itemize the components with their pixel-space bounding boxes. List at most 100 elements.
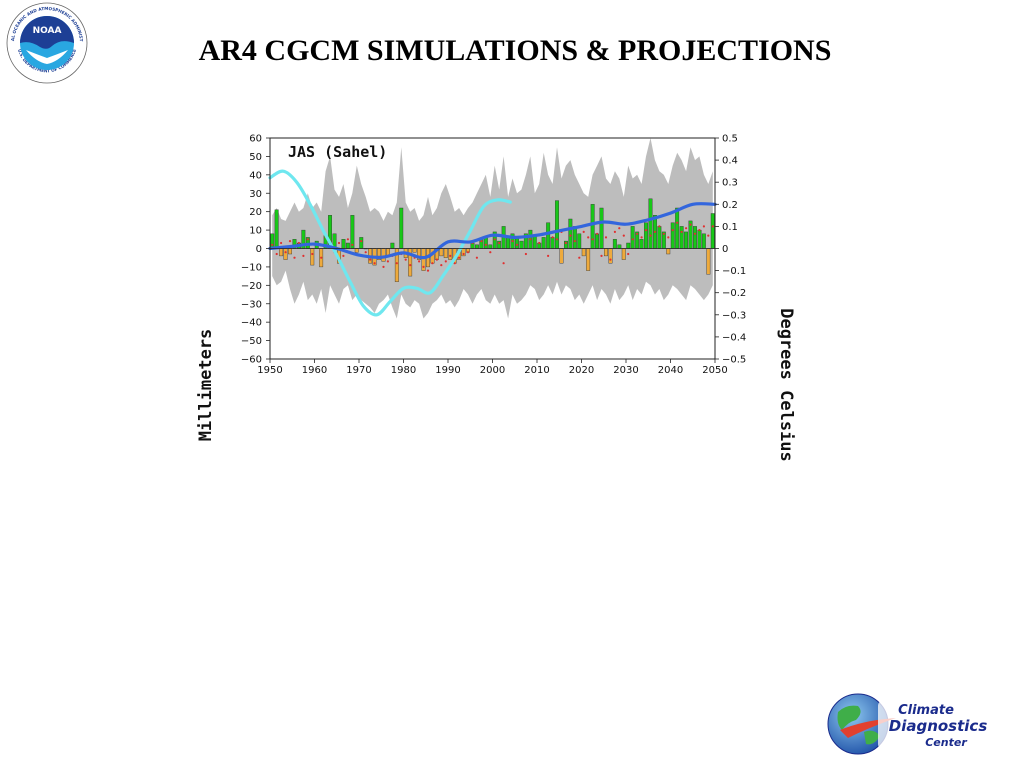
model-dot bbox=[386, 260, 389, 263]
model-dot bbox=[711, 225, 714, 228]
y2-tick-label: −0.5 bbox=[722, 355, 746, 366]
model-dot bbox=[280, 241, 283, 245]
model-dot bbox=[685, 227, 688, 230]
model-dot bbox=[418, 260, 421, 263]
x-tick-label: 1950 bbox=[257, 365, 282, 376]
model-dot bbox=[676, 221, 679, 224]
model-dot bbox=[275, 252, 278, 256]
model-dot bbox=[698, 229, 701, 232]
model-dot bbox=[702, 225, 706, 228]
precip-bar bbox=[439, 248, 444, 257]
model-dot bbox=[587, 236, 590, 239]
model-dot bbox=[271, 243, 274, 246]
logo-text-line1: Climate bbox=[898, 703, 954, 718]
precip-bar bbox=[617, 244, 622, 249]
model-dot bbox=[604, 236, 608, 239]
model-dot bbox=[631, 238, 634, 241]
precip-bar bbox=[675, 207, 680, 249]
model-dot bbox=[404, 258, 407, 261]
y-tick-label: −50 bbox=[241, 336, 262, 347]
model-dot bbox=[658, 225, 661, 228]
precip-bar bbox=[693, 226, 697, 249]
model-dot bbox=[293, 256, 296, 259]
model-dot bbox=[409, 264, 412, 267]
x-tick-label: 1960 bbox=[302, 365, 327, 376]
y2-axis-label: Degrees Celsius bbox=[776, 308, 796, 462]
precip-bar bbox=[448, 248, 453, 260]
axes-group: −60−50−40−30−20−100102030405060−0.5−0.4−… bbox=[241, 134, 746, 377]
model-dot bbox=[458, 256, 461, 259]
model-dot bbox=[502, 262, 505, 265]
noaa-center-text: NOAA bbox=[33, 26, 62, 36]
temperature-lines-group bbox=[268, 169, 717, 317]
precip-bar bbox=[670, 222, 675, 249]
y2-tick-label: 0.1 bbox=[722, 222, 738, 233]
model-dot bbox=[364, 251, 367, 254]
x-tick-label: 2030 bbox=[613, 365, 638, 376]
model-dot bbox=[524, 252, 527, 256]
y2-tick-label: 0 bbox=[722, 244, 728, 255]
climate-diagnostics-center-logo: Climate Diagnostics Center bbox=[827, 693, 996, 755]
logo-text-backdrop bbox=[878, 700, 996, 750]
y2-tick-label: −0.1 bbox=[722, 266, 746, 277]
model-dot bbox=[453, 262, 456, 265]
y2-tick-label: 0.4 bbox=[722, 156, 738, 167]
precip-bar bbox=[666, 248, 671, 255]
precip-bar bbox=[626, 242, 631, 249]
precip-bar bbox=[684, 231, 688, 249]
logo-text-line3: Center bbox=[925, 736, 967, 749]
precip-bar bbox=[283, 248, 288, 260]
y2-tick-label: −0.3 bbox=[722, 310, 746, 321]
y-tick-label: −60 bbox=[241, 355, 262, 366]
model-dot bbox=[489, 251, 492, 254]
precip-bar bbox=[390, 242, 395, 249]
precip-bar bbox=[541, 237, 546, 249]
model-dot bbox=[555, 238, 559, 241]
model-dot bbox=[435, 258, 438, 261]
model-dot bbox=[311, 252, 314, 256]
x-tick-label: 2000 bbox=[480, 365, 505, 376]
precip-bar bbox=[577, 233, 582, 249]
model-dot bbox=[346, 238, 349, 241]
precip-bar bbox=[519, 240, 524, 249]
y-tick-label: 40 bbox=[249, 170, 262, 181]
precip-bar bbox=[546, 222, 551, 249]
model-dot bbox=[707, 234, 710, 237]
y2-tick-label: −0.2 bbox=[722, 288, 746, 299]
precip-bar bbox=[483, 237, 488, 249]
model-dot bbox=[422, 265, 425, 268]
precip-bar bbox=[572, 226, 577, 249]
precip-bar bbox=[270, 233, 275, 249]
model-dot bbox=[360, 240, 363, 243]
model-dot bbox=[449, 254, 452, 257]
y2-tick-label: −0.4 bbox=[722, 332, 746, 343]
model-dot bbox=[644, 229, 648, 232]
model-dot bbox=[613, 230, 616, 233]
model-dot bbox=[622, 234, 625, 237]
model-dot bbox=[680, 230, 683, 233]
precip-bar bbox=[639, 239, 644, 249]
precip-bar bbox=[381, 248, 386, 262]
sahel-chart: −60−50−40−30−20−100102030405060−0.5−0.4−… bbox=[196, 134, 796, 462]
model-dot bbox=[462, 252, 465, 256]
model-dot bbox=[342, 254, 345, 257]
x-tick-label: 1970 bbox=[346, 365, 371, 376]
precip-bar bbox=[506, 237, 510, 249]
precip-bar bbox=[515, 237, 519, 249]
model-dot bbox=[640, 236, 643, 239]
y2-tick-label: 0.3 bbox=[722, 178, 738, 189]
precip-bar bbox=[599, 207, 604, 249]
model-dot bbox=[369, 258, 372, 261]
y-tick-label: 20 bbox=[249, 207, 262, 218]
model-dot bbox=[582, 230, 585, 233]
model-dot bbox=[600, 254, 603, 257]
model-dot bbox=[475, 256, 478, 259]
model-dot bbox=[564, 241, 567, 245]
precip-bar bbox=[648, 198, 653, 249]
model-dot bbox=[511, 240, 514, 243]
model-dot bbox=[466, 251, 470, 254]
precip-bar bbox=[310, 248, 315, 266]
precip-bar bbox=[581, 248, 586, 257]
precip-bar bbox=[586, 248, 591, 271]
precip-bar bbox=[595, 233, 599, 249]
